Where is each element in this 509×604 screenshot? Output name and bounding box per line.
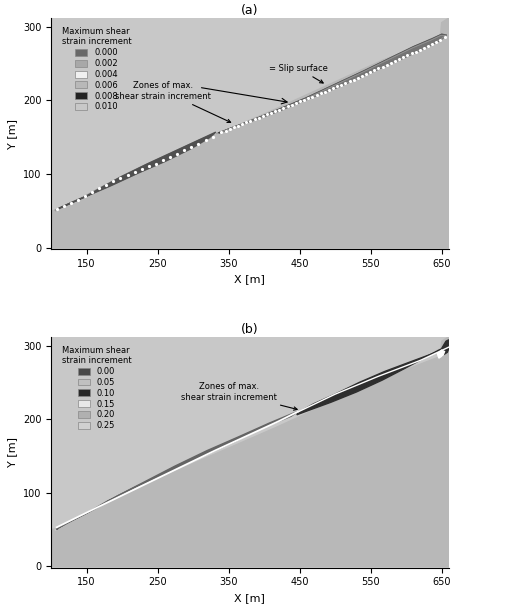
Polygon shape: [51, 32, 448, 248]
Polygon shape: [439, 18, 448, 37]
Polygon shape: [216, 34, 444, 133]
Polygon shape: [55, 412, 298, 530]
Polygon shape: [51, 351, 448, 567]
Text: Zones of max.
shear strain increment: Zones of max. shear strain increment: [115, 81, 230, 123]
Y-axis label: Y [m]: Y [m]: [7, 437, 17, 467]
Title: (a): (a): [241, 4, 258, 17]
Text: = Slip surface: = Slip surface: [268, 63, 327, 83]
Polygon shape: [439, 337, 448, 356]
Polygon shape: [220, 35, 446, 132]
Polygon shape: [439, 340, 448, 356]
Polygon shape: [437, 350, 444, 358]
Polygon shape: [55, 133, 214, 211]
Text: Zones of max.
shear strain increment: Zones of max. shear strain increment: [180, 382, 297, 410]
Legend: 0.000, 0.002, 0.004, 0.006, 0.008, 0.010: 0.000, 0.002, 0.004, 0.006, 0.008, 0.010: [59, 25, 133, 114]
Legend: 0.00, 0.05, 0.10, 0.15, 0.20, 0.25: 0.00, 0.05, 0.10, 0.15, 0.20, 0.25: [59, 343, 133, 432]
X-axis label: X [m]: X [m]: [234, 274, 265, 284]
Polygon shape: [56, 132, 215, 210]
Title: (b): (b): [241, 323, 258, 336]
Polygon shape: [56, 412, 297, 530]
X-axis label: X [m]: X [m]: [234, 593, 265, 603]
Polygon shape: [218, 34, 446, 133]
Y-axis label: Y [m]: Y [m]: [7, 118, 17, 149]
Polygon shape: [295, 345, 448, 415]
Polygon shape: [296, 346, 448, 415]
